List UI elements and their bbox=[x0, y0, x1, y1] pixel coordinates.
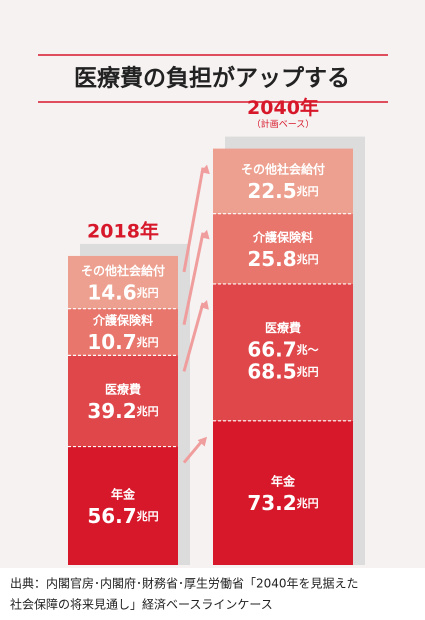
arrow-head bbox=[200, 229, 210, 240]
value-label: 73.2兆円 bbox=[247, 490, 318, 514]
arrow-head bbox=[197, 436, 207, 447]
segment-name: 医療費 bbox=[105, 381, 141, 396]
value-label: 39.2兆円 bbox=[87, 398, 158, 422]
bar-segment bbox=[68, 446, 178, 565]
value-label: 10.7兆円 bbox=[87, 330, 158, 354]
segment-name: その他社会給付 bbox=[81, 263, 165, 278]
segment-name: 年金 bbox=[111, 486, 136, 501]
category-label: 2040年 bbox=[247, 96, 319, 119]
bar-segment bbox=[213, 213, 353, 284]
arrow bbox=[182, 302, 205, 372]
arrow bbox=[182, 438, 205, 464]
value-label: 14.6兆円 bbox=[87, 280, 158, 304]
value-label: 25.8兆円 bbox=[247, 246, 318, 270]
bar-segment bbox=[68, 355, 178, 447]
bar-segment bbox=[213, 420, 353, 565]
source: 社会保障の将来見通し」経済ベースラインケース bbox=[10, 597, 273, 612]
category-label: 2018年 bbox=[87, 219, 159, 242]
value-label: 66.7兆～ 68.5兆円 bbox=[247, 337, 318, 383]
chart-title: 医療費の負担がアップする bbox=[74, 65, 350, 92]
bar-segment bbox=[213, 283, 353, 421]
segment-name: 介護保険料 bbox=[92, 313, 153, 328]
segment-name: 介護保険料 bbox=[252, 229, 313, 244]
bar-segment bbox=[68, 255, 178, 309]
value-label: 56.7兆円 bbox=[87, 503, 158, 527]
value-label: 22.5兆円 bbox=[247, 179, 318, 203]
bar-segment bbox=[213, 148, 353, 214]
segment-name: 年金 bbox=[271, 473, 296, 488]
arrow-head bbox=[199, 299, 209, 310]
arrow bbox=[182, 167, 205, 273]
arrow bbox=[182, 232, 205, 326]
category-note: （計画ベース） bbox=[252, 118, 315, 130]
source: 出典：内閣官房･内閣府･財務省･厚生労働省「2040年を見据えた bbox=[10, 576, 359, 591]
bar-segment bbox=[68, 308, 178, 356]
segment-name: その他社会給付 bbox=[241, 162, 325, 177]
segment-name: 医療費 bbox=[265, 320, 301, 335]
arrow-head bbox=[200, 164, 210, 175]
